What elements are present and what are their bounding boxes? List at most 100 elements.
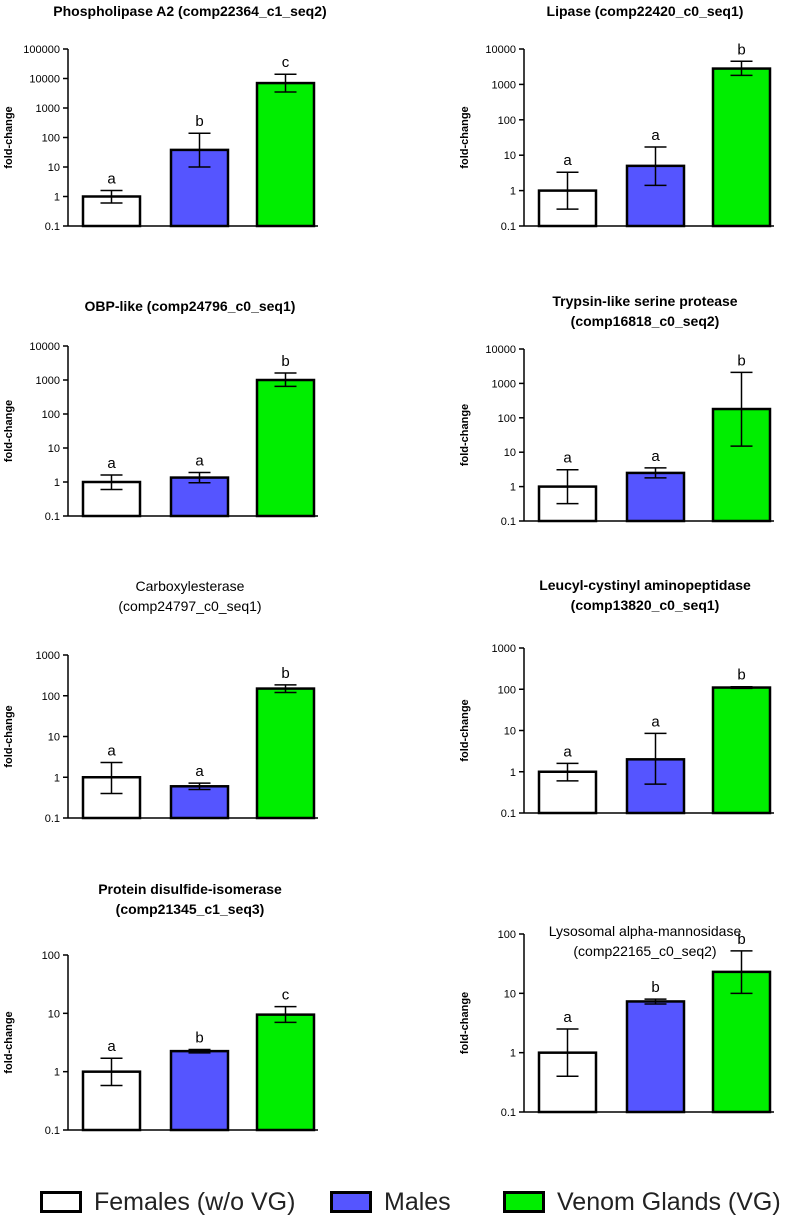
significance-letter: b (737, 41, 745, 58)
chart-title: Lysosomal alpha-mannosidase (549, 923, 742, 939)
bar-3 (255, 687, 316, 820)
chart-panel-3: OBP-like (comp24796_c0_seq1) 0.1 1 10 100 100… (3, 298, 318, 523)
chart-title: Lipase (comp22420_c0_seq1) (547, 3, 744, 19)
y-axis-label: fold-change (3, 1011, 15, 1073)
legend-item-males: Males (330, 1180, 451, 1224)
chart-title: Trypsin-like serine protease (552, 293, 737, 309)
bar-2 (625, 1000, 686, 1114)
bar-3 (255, 378, 316, 518)
significance-letter: b (737, 352, 745, 369)
y-tick-label: 1 (510, 186, 516, 198)
y-tick-label: 1 (54, 192, 60, 204)
significance-letter: c (282, 54, 290, 71)
chart-panel-8: Lysosomal alpha-mannosidase (comp22165_c0… (459, 923, 774, 1119)
significance-letter: a (107, 1038, 116, 1055)
y-tick-label: 1 (510, 482, 516, 494)
y-tick-label: 1000 (492, 79, 516, 91)
y-tick-label: 10000 (29, 341, 60, 353)
y-tick-label: 100 (42, 133, 60, 145)
chart-panel-7: Protein disulfide-isomerase (comp21345_c1… (3, 881, 318, 1137)
legend-label-females: Females (w/o VG) (94, 1187, 296, 1216)
significance-letter: a (563, 450, 572, 467)
y-tick-label: 100000 (23, 44, 60, 56)
y-axis-label: fold-change (459, 699, 471, 761)
y-tick-label: 0.1 (501, 516, 516, 528)
legend-item-venom-glands: Venom Glands (VG) (503, 1180, 781, 1224)
chart-title: (comp13820_c0_seq1) (571, 597, 720, 613)
significance-letter: a (563, 1009, 572, 1026)
legend-swatch-venom-glands (503, 1191, 545, 1213)
legend: Females (w/o VG) Males Venom Glands (VG) (0, 1180, 787, 1224)
significance-letter: c (282, 987, 290, 1004)
y-axis-label: fold-change (3, 705, 15, 767)
chart-panel-1: Phospholipase A2 (comp22364_c1_seq2) 0.1 1… (3, 3, 327, 233)
chart-title: (comp22165_c0_seq2) (573, 943, 716, 959)
y-tick-label: 0.1 (45, 813, 60, 825)
bar-3 (255, 1013, 316, 1132)
y-tick-label: 10000 (485, 344, 516, 356)
significance-letter: a (107, 455, 116, 472)
y-tick-label: 1000 (36, 375, 60, 387)
y-tick-label: 1000 (36, 650, 60, 662)
y-tick-label: 1000 (36, 103, 60, 115)
chart-title: (comp24797_c0_seq1) (118, 598, 261, 614)
y-tick-label: 10 (48, 732, 60, 744)
y-tick-label: 10000 (485, 44, 516, 56)
y-tick-label: 100 (42, 409, 60, 421)
y-axis-label: fold-change (3, 106, 15, 168)
y-tick-label: 100 (42, 691, 60, 703)
chart-title: OBP-like (comp24796_c0_seq1) (85, 298, 296, 314)
y-axis-label: fold-change (459, 992, 471, 1054)
y-tick-label: 1 (54, 477, 60, 489)
significance-letter: a (563, 152, 572, 169)
bar-3 (255, 81, 316, 228)
chart-title: (comp16818_c0_seq2) (571, 313, 720, 329)
y-tick-label: 1000 (492, 643, 516, 655)
y-tick-label: 10 (48, 1008, 60, 1020)
y-tick-label: 100 (42, 950, 60, 962)
legend-label-males: Males (384, 1187, 451, 1216)
y-tick-label: 0.1 (45, 221, 60, 233)
y-tick-label: 0.1 (45, 1125, 60, 1137)
y-tick-label: 0.1 (501, 1107, 516, 1119)
y-axis-label: fold-change (459, 106, 471, 168)
significance-letter: b (195, 113, 203, 130)
y-tick-label: 1 (510, 767, 516, 779)
legend-swatch-males (330, 1191, 372, 1213)
chart-title: (comp21345_c1_seq3) (116, 901, 265, 917)
significance-letter: a (107, 743, 116, 760)
y-tick-label: 0.1 (45, 511, 60, 523)
significance-letter: b (737, 931, 745, 948)
y-tick-label: 0.1 (501, 808, 516, 820)
bar-2 (625, 471, 686, 523)
chart-panel-5: Carboxylesterase (comp24797_c0_seq1) 0.1 1 1… (3, 578, 318, 825)
significance-letter: a (651, 448, 660, 465)
y-axis-label: fold-change (459, 404, 471, 466)
chart-title: Phospholipase A2 (comp22364_c1_seq2) (53, 3, 326, 19)
significance-letter: a (651, 713, 660, 730)
bar-2 (169, 476, 230, 518)
y-tick-label: 100 (498, 684, 516, 696)
y-tick-label: 1 (54, 1067, 60, 1079)
legend-item-females: Females (w/o VG) (40, 1180, 295, 1224)
bar-3 (711, 67, 772, 228)
y-tick-label: 10 (504, 988, 516, 1000)
significance-letter: b (651, 979, 659, 996)
significance-letter: b (281, 353, 289, 370)
significance-letter: a (563, 743, 572, 760)
y-tick-label: 100 (498, 115, 516, 127)
y-tick-label: 0.1 (501, 221, 516, 233)
chart-panel-4: Trypsin-like serine protease (comp16818_c… (459, 293, 774, 528)
significance-letter: b (281, 665, 289, 682)
chart-panel-2: Lipase (comp22420_c0_seq1) 0.1 1 10 100 1000 1… (459, 3, 774, 233)
y-tick-label: 1000 (492, 378, 516, 390)
y-tick-label: 1 (54, 772, 60, 784)
significance-letter: b (737, 667, 745, 684)
y-tick-label: 10 (504, 447, 516, 459)
y-tick-label: 100 (498, 413, 516, 425)
chart-title: Carboxylesterase (136, 578, 245, 594)
y-tick-label: 1 (510, 1048, 516, 1060)
legend-swatch-females (40, 1191, 82, 1213)
significance-letter: b (195, 1029, 203, 1046)
legend-label-venom-glands: Venom Glands (VG) (557, 1187, 781, 1216)
